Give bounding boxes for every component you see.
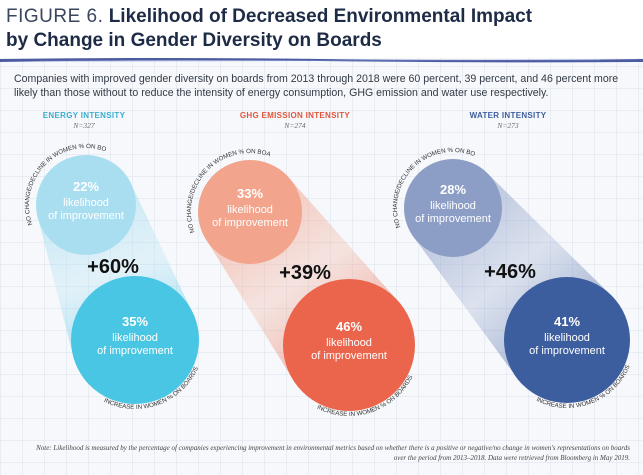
label-no-change-ghg-caption-2: of improvement [212,217,288,229]
label-increase-ghg-value: 46% [336,319,362,334]
label-increase-energy-caption-1: likelihood [112,332,158,344]
circle-no-change-water [404,159,502,257]
label-no-change-ghg-caption-1: likelihood [227,204,273,216]
figure-title: FIGURE 6. Likelihood of Decreased Enviro… [6,5,606,29]
circle-increase-energy [71,276,199,404]
label-increase-water-value: 41% [554,314,580,329]
panel-n-energy: N=327 [73,121,95,130]
label-increase-water-caption-1: likelihood [544,332,590,344]
panel-n-water: N=273 [497,121,519,130]
figure-label: FIGURE 6. [6,6,104,27]
difference-label-energy: +60% [87,256,139,278]
label-no-change-energy-value: 22% [73,179,99,194]
label-increase-water-caption-2: of improvement [529,345,605,357]
panel-title-water: WATER INTENSITY [469,111,547,120]
label-increase-ghg-caption-2: of improvement [311,350,387,362]
label-increase-energy-caption-2: of improvement [97,345,173,357]
header-band [0,0,643,58]
label-no-change-water-caption-2: of improvement [415,213,491,225]
label-no-change-energy-caption-1: likelihood [63,197,109,209]
panel-title-energy: ENERGY INTENSITY [42,111,126,120]
title-line-1: Likelihood of Decreased Environmental Im… [108,6,533,27]
panel-title-ghg: GHG EMISSION INTENSITY [239,111,351,120]
label-no-change-ghg-value: 33% [237,186,263,201]
title-line-2: by Change in Gender Diversity on Boards [6,30,382,51]
footnote: Note: Likelihood is measured by the perc… [36,444,630,462]
label-increase-ghg-caption-1: likelihood [326,337,372,349]
panel-n-ghg: N=274 [284,121,306,130]
label-no-change-energy-caption-2: of improvement [48,210,124,222]
difference-label-water: +46% [484,261,536,283]
circle-increase-ghg [283,279,415,411]
brush-divider [0,58,643,63]
label-increase-energy-value: 35% [122,314,148,329]
circle-increase-water [504,277,630,403]
label-no-change-water-caption-1: likelihood [430,200,476,212]
circle-no-change-energy [36,155,136,255]
circle-no-change-ghg [198,160,302,264]
intro-text: Companies with improved gender diversity… [14,73,619,99]
label-no-change-water-value: 28% [440,182,466,197]
difference-label-ghg: +39% [279,262,331,284]
